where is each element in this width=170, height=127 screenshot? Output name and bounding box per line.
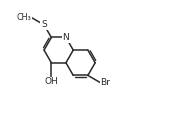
Text: CH₃: CH₃	[17, 13, 31, 22]
Text: OH: OH	[45, 77, 58, 86]
Text: N: N	[63, 33, 69, 42]
Text: Br: Br	[100, 78, 110, 87]
Text: S: S	[41, 20, 47, 29]
